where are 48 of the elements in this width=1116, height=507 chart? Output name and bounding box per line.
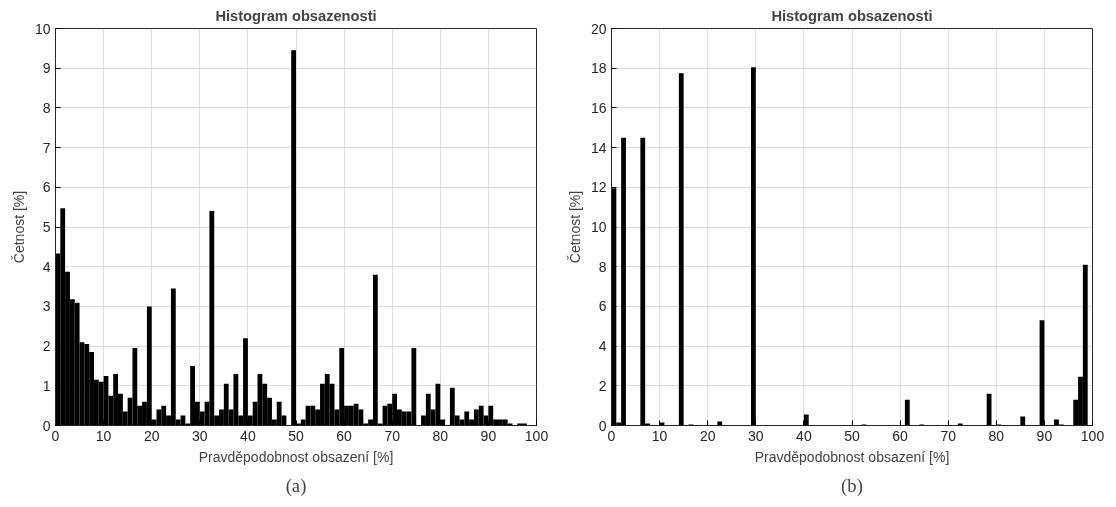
y-tick-label: 10 [590,219,607,235]
x-tick-label: 100 [524,427,549,444]
x-tick-label: 40 [796,427,812,444]
x-tick-label: 70 [940,427,957,444]
y-tick-label: 1 [42,377,51,394]
y-tick-label: 10 [34,20,51,37]
x-axis-title: Pravděpodobnost obsazení [%] [198,448,394,465]
y-tick-label: 4 [42,258,51,275]
x-tick-label: 80 [432,427,449,444]
text: (a) [285,474,307,497]
y-tick-label: 12 [590,179,607,196]
y-tick-label: 3 [42,298,51,315]
y-tick-label: 6 [42,179,51,196]
text: (b) [841,474,863,497]
y-tick-label: 5 [42,219,51,235]
y-tick-label: 2 [42,338,51,355]
y-tick-label: 20 [590,20,607,37]
x-tick-label: 10 [651,427,668,444]
x-tick-label: 30 [748,427,764,444]
chart-title: Histogram obsazenosti [771,7,933,24]
y-tick-label: 9 [42,60,51,77]
y-axis-title: Četnost [%] [566,190,583,264]
x-tick-label: 60 [336,427,353,444]
y-tick-label: 7 [42,139,51,156]
x-tick-label: 20 [699,427,716,444]
x-tick-label: 60 [892,427,909,444]
chart-title: Histogram obsazenosti [215,7,377,24]
x-tick-label: 50 [844,427,860,444]
x-tick-label: 20 [143,427,160,444]
x-tick-label: 90 [480,427,497,444]
y-tick-label: 2 [598,377,607,394]
y-tick-label: 8 [598,258,607,275]
x-tick-label: 10 [95,427,112,444]
y-tick-label: 14 [590,139,607,156]
x-tick-label: 40 [240,427,256,444]
y-tick-label: 18 [590,60,607,77]
x-axis-title: Pravděpodobnost obsazení [%] [754,448,950,465]
y-tick-label: 6 [598,298,607,315]
x-tick-label: 70 [384,427,401,444]
y-tick-label: 8 [42,99,51,116]
y-tick-label: 4 [598,338,607,355]
x-tick-label: 50 [288,427,304,444]
x-tick-label: 100 [1080,427,1105,444]
x-tick-label: 30 [192,427,208,444]
y-tick-label: 16 [590,99,607,116]
y-axis-title: Četnost [%] [10,190,27,264]
x-tick-label: 90 [1036,427,1053,444]
x-tick-label: 80 [988,427,1005,444]
